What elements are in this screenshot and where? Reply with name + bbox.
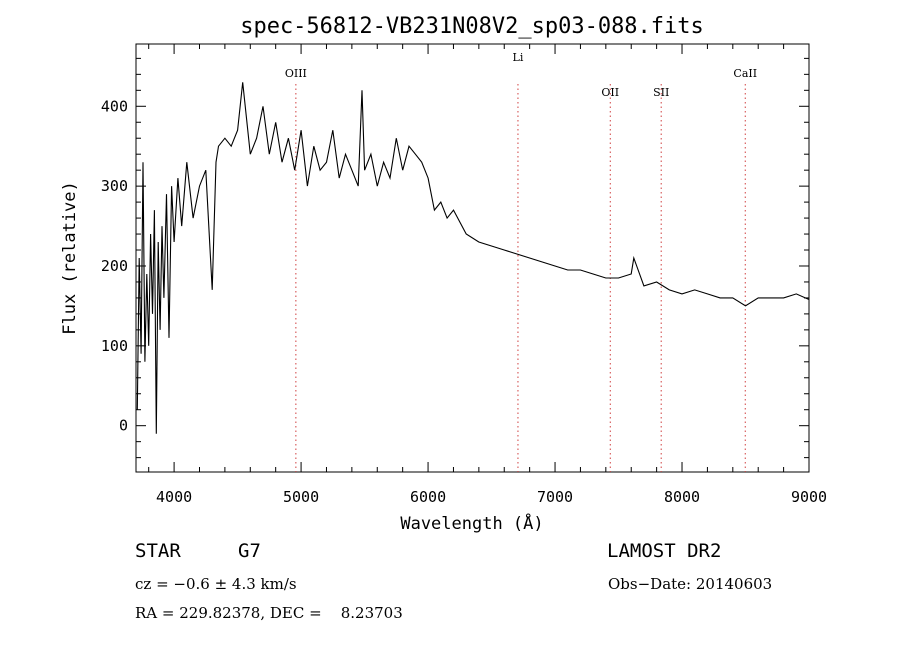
spectrum-series-line [136, 82, 810, 434]
x-tick-label: 8000 [664, 488, 700, 506]
x-tick-label: 5000 [283, 488, 319, 506]
x-tick-label: 9000 [791, 488, 827, 506]
object-subclass: G7 [238, 540, 261, 562]
line-markers: OIII Li OII SII CaII [285, 51, 757, 472]
coordinates: RA = 229.82378, DEC = 8.23703 [135, 604, 403, 622]
y-tick-label: 400 [101, 97, 128, 115]
plot-frame [135, 43, 810, 473]
chart-title: spec-56812-VB231N08V2_sp03-088.fits [240, 14, 704, 39]
radial-velocity: cz = −0.6 ± 4.3 km/s [135, 575, 297, 593]
y-axis-label: Flux (relative) [60, 181, 80, 335]
object-type: STAR [135, 540, 181, 562]
marker-label-sii: SII [653, 86, 669, 99]
x-tick-label: 7000 [537, 488, 573, 506]
marker-label-caii: CaII [733, 67, 757, 80]
y-tick-label: 100 [101, 337, 128, 355]
observation-date: Obs−Date: 20140603 [608, 575, 773, 593]
y-tick-label: 0 [119, 417, 128, 435]
survey-name: LAMOST DR2 [607, 540, 722, 562]
marker-label-oiii: OIII [285, 67, 307, 80]
x-tick-label: 6000 [410, 488, 446, 506]
y-tick-label: 200 [101, 257, 128, 275]
x-axis-label: Wavelength (Å) [400, 512, 543, 534]
y-tick-label: 300 [101, 177, 128, 195]
x-tick-label: 4000 [156, 488, 192, 506]
marker-label-oii: OII [601, 86, 619, 99]
marker-label-li: Li [513, 51, 524, 64]
axis-ticks: 4000 5000 6000 7000 8000 9000 0 100 200 300 400 [101, 44, 827, 506]
